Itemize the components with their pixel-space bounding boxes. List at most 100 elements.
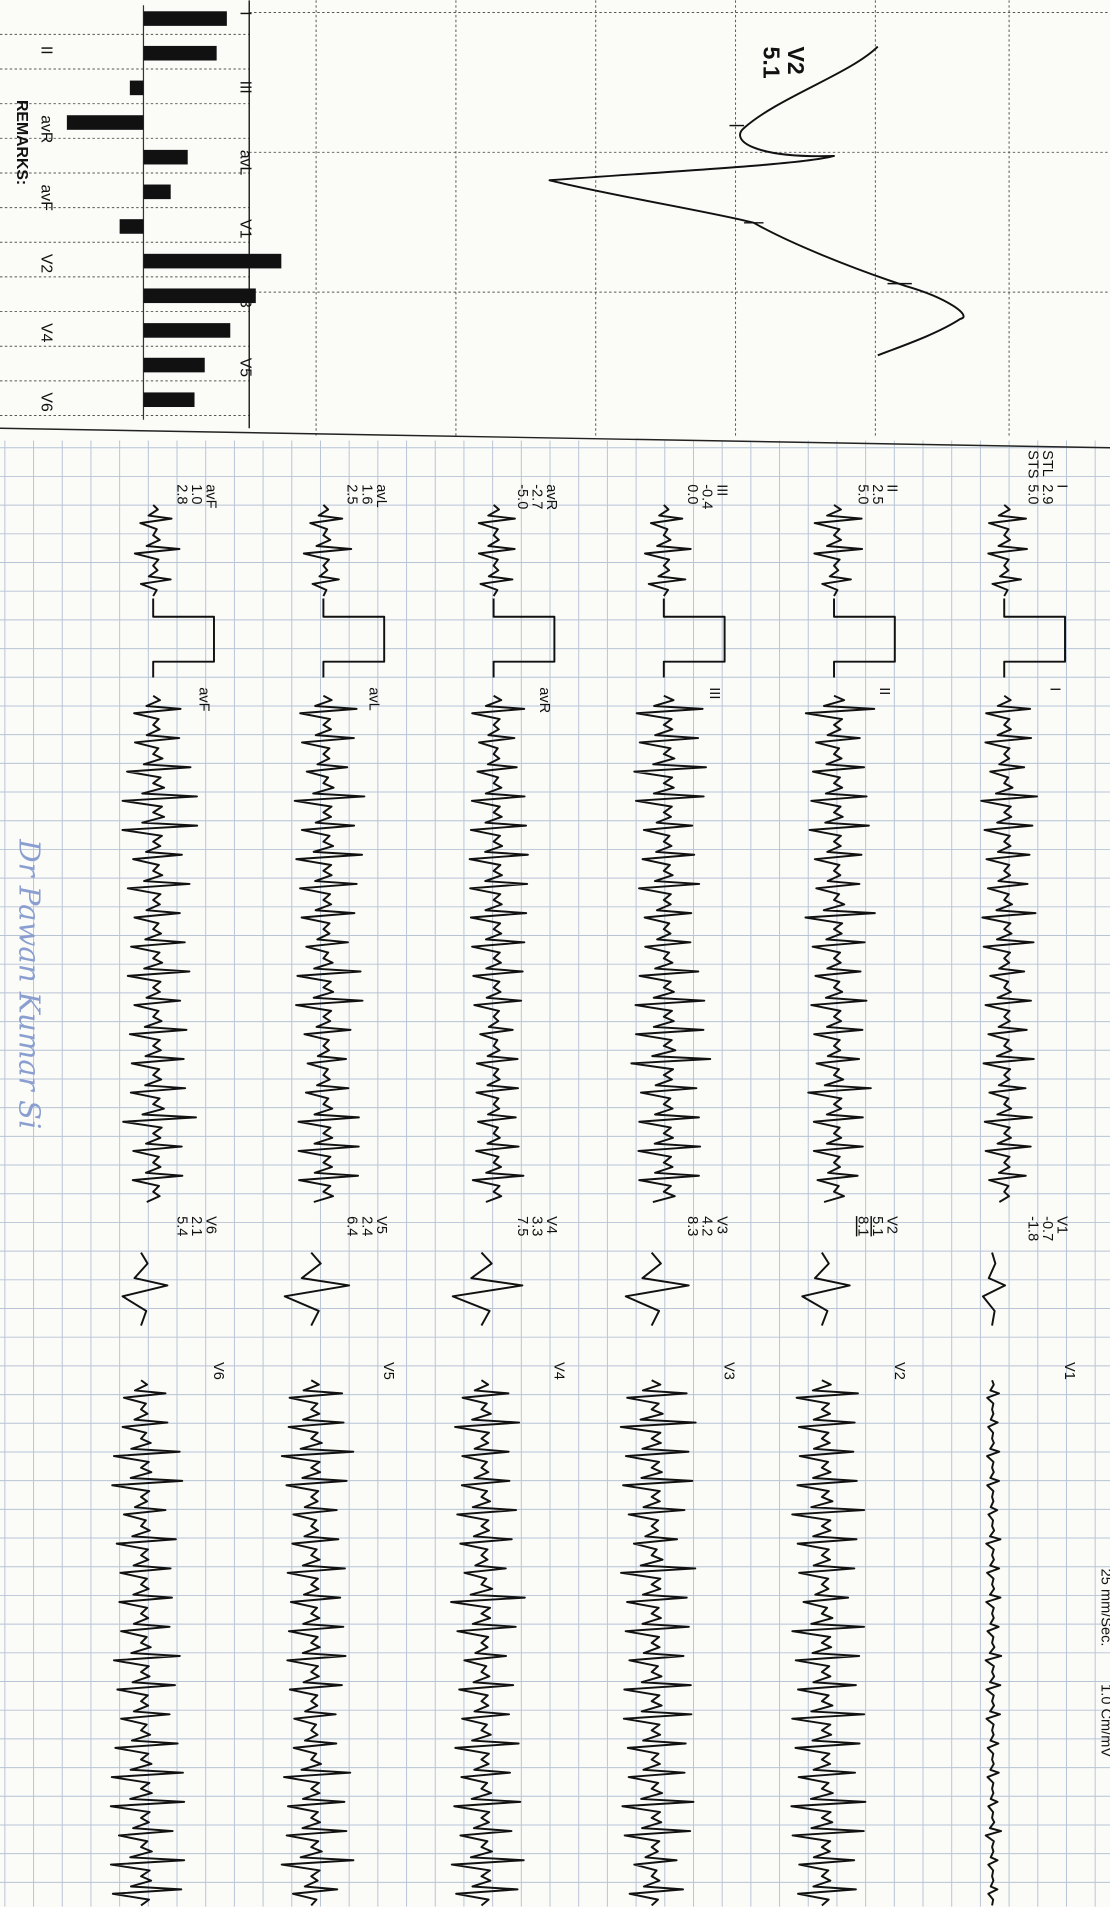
lead-name: V5	[373, 1216, 389, 1234]
calibration-pulse	[833, 598, 896, 678]
lead-name: V2	[884, 1216, 900, 1234]
summary-bar	[143, 11, 227, 26]
lead-name: avL	[373, 484, 389, 508]
summary-label: III	[237, 81, 254, 94]
summary-bar	[143, 184, 171, 200]
lead-name: II	[884, 484, 900, 492]
lead-name: V6	[203, 1216, 219, 1234]
ecg-trace	[987, 504, 1028, 597]
trace-label: II	[876, 687, 892, 695]
summary-label: avL	[237, 150, 254, 176]
ecg-trace	[121, 1252, 169, 1326]
trace-label: III	[706, 687, 722, 699]
summary-bar	[143, 392, 195, 408]
stl-value: 2.5	[869, 484, 885, 504]
ecg-trace	[451, 1251, 524, 1327]
ecg-trace	[619, 1379, 697, 1907]
summary-label: V4	[37, 323, 54, 343]
ecg-trace	[283, 1251, 351, 1326]
calibration-pulse	[662, 598, 726, 678]
ecg-trace	[630, 694, 712, 1203]
zoom-lead: V2	[783, 47, 809, 75]
summary-bar	[143, 45, 217, 61]
lead-name: V1	[1054, 1216, 1070, 1234]
stl-value: 4.2	[699, 1216, 715, 1236]
sts-value: -5.0	[514, 484, 530, 509]
trace-label: V6	[210, 1362, 226, 1380]
calibration-pulse	[322, 598, 386, 678]
panel-border	[0, 427, 1110, 449]
sts-value: 0.0	[684, 484, 700, 504]
sts-label: STS	[1025, 450, 1041, 479]
ecg-trace	[804, 694, 876, 1203]
summary-bar	[66, 115, 144, 130]
calibration-pulse	[1003, 598, 1066, 678]
summary-bar	[143, 288, 256, 304]
ecg-trace	[293, 694, 366, 1203]
stl-value: -2.7	[529, 484, 545, 509]
trace-label: avL	[366, 687, 382, 711]
ecg-trace	[624, 1251, 690, 1326]
summary-label: V2	[37, 254, 54, 273]
ecg-trace	[109, 1379, 186, 1907]
ecg-trace	[477, 504, 516, 597]
stl-value: -0.4	[699, 484, 715, 509]
sts-value: 5.0	[1025, 484, 1041, 504]
stl-value: 2.4	[358, 1216, 374, 1236]
summary-label: V3	[237, 288, 254, 308]
trace-label: I	[1046, 687, 1062, 691]
ecg-trace	[813, 504, 864, 597]
signature: Dr Pawan Kumar Si	[12, 838, 46, 1129]
zoom-value: 5.1	[759, 47, 785, 79]
summary-bar	[143, 149, 188, 165]
summary-bar	[129, 80, 144, 96]
sts-value: 5.4	[174, 1216, 190, 1236]
sts-value: 8.1	[854, 1216, 870, 1236]
summary-label: V1	[237, 219, 254, 239]
stl-value: -0.7	[1039, 1216, 1055, 1241]
gain: 1.0 Cm/mV	[1097, 1684, 1110, 1757]
sts-value: -1.8	[1025, 1216, 1041, 1241]
lead-name: avF	[203, 484, 219, 508]
zoom-trace	[548, 45, 965, 357]
lead-name: I	[1054, 484, 1070, 488]
sts-value: 6.4	[344, 1216, 360, 1236]
summary-bar	[143, 357, 205, 373]
summary-bar	[143, 323, 231, 338]
ecg-trace	[984, 1379, 1003, 1906]
ecg-trace	[302, 504, 353, 597]
stl-label: STL	[1039, 450, 1055, 477]
stl-value: 3.3	[529, 1216, 545, 1236]
stl-value: 2.9	[1039, 484, 1055, 504]
lead-name: III	[713, 484, 729, 496]
trace-label: V4	[550, 1362, 566, 1380]
lead-name: V4	[543, 1216, 559, 1234]
ecg-trace	[801, 1252, 851, 1326]
sts-value: 7.5	[514, 1216, 530, 1236]
ecg-trace	[280, 1379, 355, 1907]
ecg-trace	[790, 1379, 867, 1907]
trace-label: V3	[721, 1362, 737, 1380]
ecg-trace	[450, 1379, 526, 1907]
calibration-pulse	[492, 598, 556, 678]
ecg-trace	[981, 1252, 1007, 1326]
summary-label: avR	[37, 115, 54, 143]
sts-value: 5.0	[854, 484, 870, 504]
trace-label: V1	[1061, 1362, 1077, 1380]
sts-value: 2.8	[174, 484, 190, 504]
trace-label: V5	[380, 1362, 396, 1380]
stl-value: 5.1	[869, 1216, 885, 1236]
stl-value: 2.1	[188, 1216, 204, 1236]
summary-label: I	[237, 11, 254, 15]
sts-value: 2.5	[344, 484, 360, 504]
remarks: REMARKS:	[13, 100, 30, 185]
summary-label: II	[37, 46, 54, 55]
stl-value: 1.0	[188, 484, 204, 504]
lead-name: V3	[713, 1216, 729, 1234]
trace-label: avR	[536, 687, 552, 713]
summary-bar	[119, 219, 144, 234]
summary-bar	[143, 253, 282, 269]
